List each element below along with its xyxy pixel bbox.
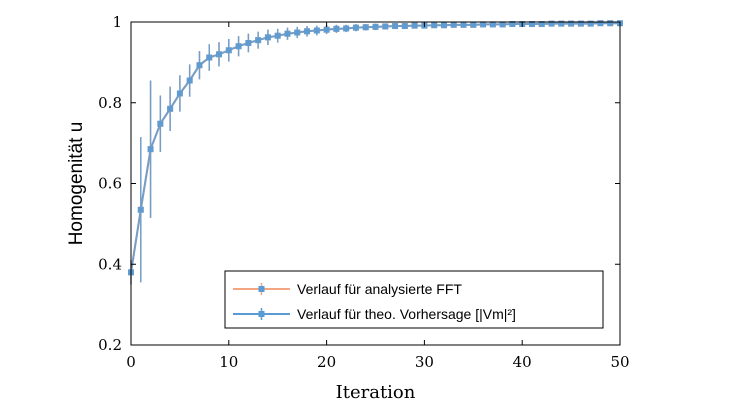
data-point bbox=[568, 20, 575, 27]
data-point bbox=[235, 43, 242, 50]
data-point bbox=[431, 22, 438, 29]
data-point bbox=[362, 24, 369, 31]
legend-entry-fft: Verlauf für analysierte FFT bbox=[233, 281, 462, 297]
data-point bbox=[323, 26, 330, 33]
data-point bbox=[499, 21, 506, 28]
data-point bbox=[480, 21, 487, 28]
data-point bbox=[509, 21, 516, 28]
data-point bbox=[411, 22, 418, 29]
data-point bbox=[225, 47, 232, 54]
series-line-2 bbox=[130, 22, 620, 273]
legend-entry-theory: Verlauf für theo. Vorhersage [|Vm|²] bbox=[233, 306, 516, 322]
data-point bbox=[186, 77, 193, 84]
y-axis-label: Homogenität u bbox=[66, 122, 87, 246]
data-point bbox=[167, 105, 174, 112]
data-point bbox=[333, 25, 340, 32]
data-point bbox=[470, 21, 477, 28]
x-tick-label: 10 bbox=[219, 353, 238, 371]
x-tick-label: 50 bbox=[610, 353, 629, 371]
data-point bbox=[147, 146, 154, 153]
data-point bbox=[460, 21, 467, 28]
data-point bbox=[577, 20, 584, 27]
data-point bbox=[382, 23, 389, 30]
data-point bbox=[196, 62, 203, 69]
legend-swatch-marker bbox=[258, 311, 265, 317]
data-point bbox=[304, 28, 311, 35]
series-lines bbox=[130, 22, 620, 273]
data-point bbox=[343, 25, 350, 32]
legend-label-fft: Verlauf für analysierte FFT bbox=[297, 281, 462, 297]
data-point bbox=[401, 23, 408, 30]
y-tick-label: 0.4 bbox=[98, 255, 122, 273]
data-point bbox=[245, 39, 252, 46]
x-tick-label: 0 bbox=[126, 353, 136, 371]
data-point bbox=[489, 21, 496, 28]
data-point bbox=[538, 21, 545, 28]
data-point bbox=[352, 24, 359, 31]
y-tick-label: 0.8 bbox=[98, 94, 122, 112]
data-point bbox=[274, 32, 281, 39]
axis-ticks: 0 10 20 30 40 50 0.2 0.4 0.6 0.8 1 bbox=[98, 13, 629, 371]
data-point bbox=[137, 206, 144, 213]
data-point bbox=[313, 27, 320, 34]
legend-box bbox=[224, 270, 604, 329]
data-point bbox=[587, 20, 594, 27]
data-point bbox=[372, 23, 379, 30]
legend-label-theory: Verlauf für theo. Vorhersage [|Vm|²] bbox=[297, 306, 516, 322]
data-point bbox=[528, 21, 535, 28]
x-axis-label: Iteration bbox=[336, 382, 416, 403]
data-point bbox=[264, 34, 271, 41]
data-point bbox=[392, 23, 399, 30]
x-tick-label: 40 bbox=[513, 353, 532, 371]
y-tick-label: 0.2 bbox=[98, 336, 122, 354]
data-point bbox=[548, 20, 555, 27]
data-point bbox=[440, 22, 447, 29]
data-point bbox=[450, 21, 457, 28]
x-tick-label: 20 bbox=[317, 353, 336, 371]
data-point bbox=[294, 29, 301, 36]
data-point bbox=[597, 20, 604, 27]
data-point bbox=[216, 51, 223, 58]
x-tick-label: 30 bbox=[415, 353, 434, 371]
legend-swatch-marker bbox=[258, 286, 265, 292]
data-point bbox=[206, 54, 213, 61]
data-point bbox=[558, 20, 565, 27]
series-markers bbox=[128, 20, 623, 276]
y-tick-label: 1 bbox=[112, 13, 122, 31]
legend: Verlauf für analysierte FFT Verlauf für … bbox=[224, 270, 604, 329]
data-point bbox=[607, 20, 614, 27]
y-tick-label: 0.6 bbox=[98, 175, 122, 193]
data-point bbox=[284, 30, 291, 37]
data-point bbox=[176, 90, 183, 97]
data-point bbox=[157, 120, 164, 127]
data-point bbox=[255, 37, 262, 44]
